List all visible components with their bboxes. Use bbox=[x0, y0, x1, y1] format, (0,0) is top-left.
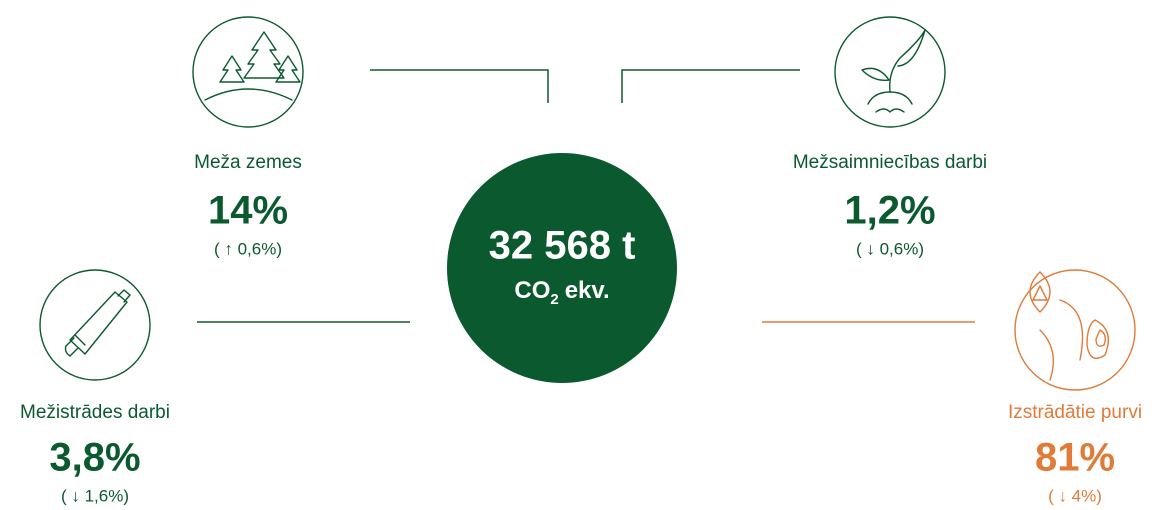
unit-subscript: 2 bbox=[550, 291, 558, 308]
item-label: Izstrādātie purvi bbox=[1008, 402, 1142, 423]
center-circle bbox=[447, 153, 677, 383]
unit: CO bbox=[514, 277, 550, 304]
item-change: ( ↓ 1,6%) bbox=[61, 486, 129, 505]
item-label: Mežsaimniecības darbi bbox=[793, 152, 987, 173]
connector bbox=[370, 69, 549, 103]
item-value: 3,8% bbox=[49, 436, 140, 480]
item-value: 81% bbox=[1035, 436, 1115, 480]
center-value: 32 568 t bbox=[489, 224, 636, 268]
item-change: ( ↓ 4%) bbox=[1048, 486, 1102, 505]
item-label: Mežistrādes darbi bbox=[20, 402, 170, 423]
item-value: 14% bbox=[208, 189, 288, 233]
bog-icon bbox=[1014, 269, 1136, 391]
item-value: 1,2% bbox=[844, 189, 935, 233]
connectors bbox=[197, 69, 975, 323]
saw-icon bbox=[39, 269, 151, 381]
center-unit: CO2 ekv. bbox=[514, 277, 609, 308]
unit: ekv. bbox=[565, 277, 610, 304]
connector bbox=[621, 69, 800, 103]
item-label: Meža zemes bbox=[194, 152, 302, 173]
sprout-icon bbox=[834, 16, 946, 128]
item-change: ( ↑ 0,6%) bbox=[214, 239, 282, 258]
item-change: ( ↓ 0,6%) bbox=[856, 239, 924, 258]
forest-icon bbox=[192, 16, 304, 128]
